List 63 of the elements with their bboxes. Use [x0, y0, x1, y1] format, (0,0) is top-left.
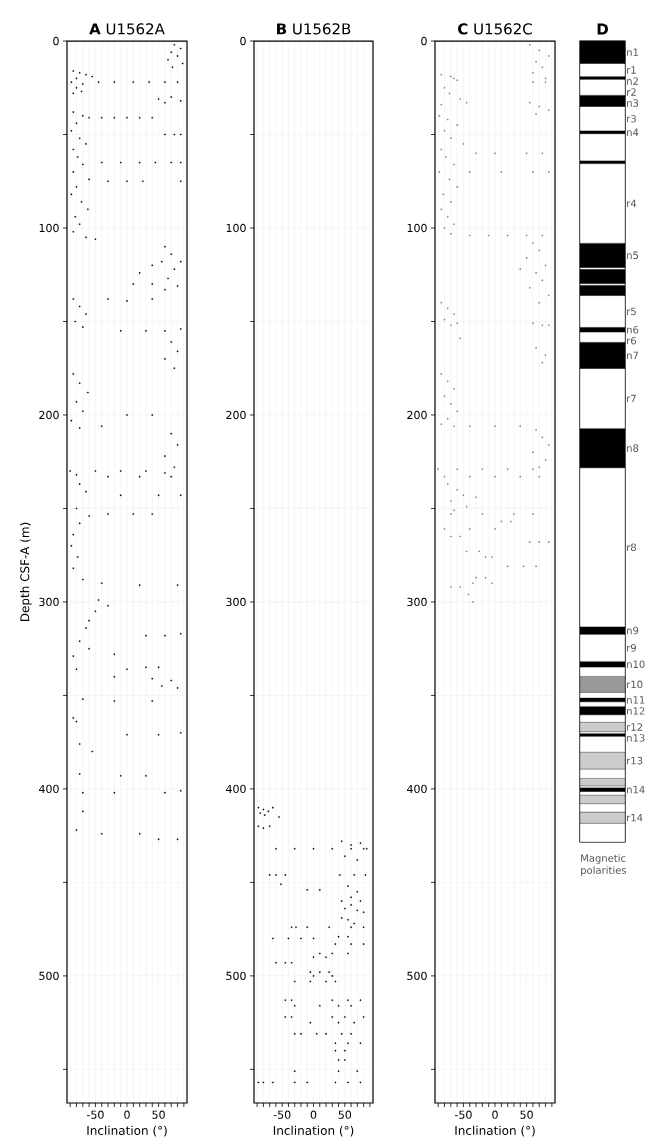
chart-title: A U1562A [89, 23, 165, 35]
series-label: n7 [627, 351, 639, 360]
series-label: r8 [627, 543, 636, 552]
chart-title: D [597, 23, 608, 35]
y-tick-label: 500 [407, 971, 427, 981]
series-label: n8 [627, 444, 639, 452]
y-tick-label: 400 [226, 784, 246, 794]
x-tick-label: 50 [520, 1110, 533, 1119]
y-axis-title: Depth CSF-A (m) [20, 522, 32, 622]
x-tick-label: -50 [273, 1110, 291, 1119]
y-tick-label: 200 [407, 410, 427, 420]
series-label: r2 [627, 88, 636, 96]
x-axis-title: Inclination (°) [273, 1125, 354, 1137]
series-label: n11 [627, 696, 645, 704]
y-tick-label: 100 [39, 223, 59, 233]
series-label: r5 [627, 307, 636, 316]
series-label: r14 [627, 813, 643, 822]
series-label: n3 [627, 99, 639, 107]
series-label: n4 [627, 128, 639, 136]
series-label: r1 [627, 66, 636, 74]
x-tick-label: 0 [492, 1110, 498, 1119]
series-label: r7 [627, 394, 636, 403]
series-label: n9 [627, 626, 639, 635]
x-tick-label: 50 [152, 1110, 165, 1119]
x-tick-label: -50 [454, 1110, 472, 1119]
series-label: n13 [627, 734, 645, 742]
y-tick-label: 400 [39, 784, 59, 794]
series-label: r3 [627, 114, 636, 123]
chart-title: C U1562C [458, 23, 532, 35]
series-label: r9 [627, 644, 636, 652]
x-axis-title: Inclination (°) [87, 1125, 167, 1137]
y-tick-label: 300 [39, 597, 59, 607]
series-label: r6 [627, 336, 637, 345]
x-tick-label: 0 [310, 1110, 317, 1119]
y-tick-label: 100 [407, 223, 427, 233]
series-label: n5 [627, 251, 639, 260]
chart-title: B U1562B [277, 23, 351, 35]
series-label: n2 [627, 77, 638, 85]
y-tick-label: 200 [39, 410, 59, 420]
y-tick-label: 300 [407, 597, 427, 607]
y-tick-label: 0 [53, 36, 59, 46]
text: Magnetic polarities [581, 854, 627, 876]
y-tick-label: 100 [226, 223, 246, 233]
y-tick-label: 400 [407, 784, 427, 794]
series-label: n12 [627, 707, 645, 715]
y-tick-label: 0 [240, 36, 246, 46]
series-label: r4 [627, 199, 637, 208]
series-label: n1 [627, 48, 638, 56]
y-tick-label: 500 [39, 971, 59, 981]
series-label: n14 [627, 785, 645, 794]
series-label: n10 [627, 660, 645, 669]
x-tick-label: -50 [86, 1110, 104, 1119]
series-label: r10 [627, 680, 643, 689]
y-tick-label: 300 [226, 597, 246, 607]
series-label: n6 [627, 325, 639, 334]
x-axis-title: Inclination (°) [455, 1125, 535, 1137]
y-tick-label: 200 [226, 410, 246, 420]
x-tick-label: 50 [338, 1110, 352, 1119]
series-label: r13 [627, 756, 643, 765]
y-tick-label: 500 [226, 971, 246, 981]
series-label: r12 [627, 723, 643, 731]
x-tick-label: 0 [124, 1110, 130, 1119]
y-tick-label: 0 [421, 36, 427, 46]
